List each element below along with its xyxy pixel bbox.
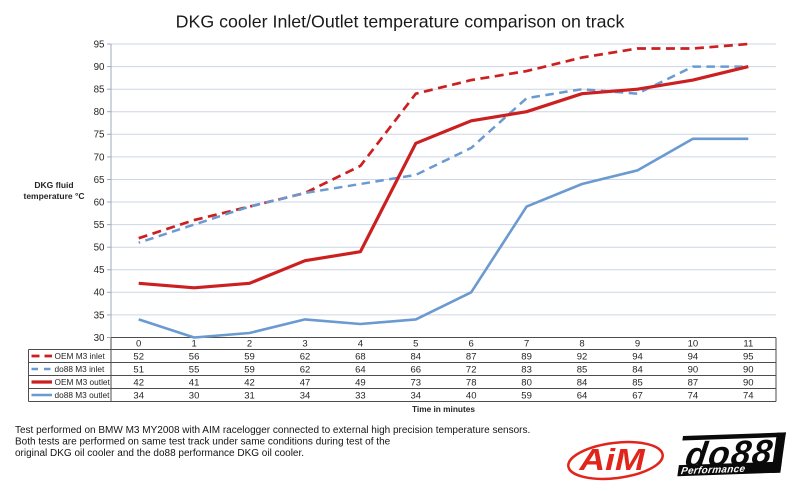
svg-text:34: 34 <box>411 390 422 401</box>
svg-text:67: 67 <box>632 390 643 401</box>
svg-text:66: 66 <box>411 364 422 375</box>
svg-text:80: 80 <box>94 107 105 118</box>
svg-text:84: 84 <box>411 351 422 362</box>
svg-text:33: 33 <box>355 390 366 401</box>
svg-text:59: 59 <box>521 390 532 401</box>
svg-text:42: 42 <box>133 377 144 388</box>
svg-text:87: 87 <box>466 351 477 362</box>
svg-text:74: 74 <box>688 390 699 401</box>
svg-text:85: 85 <box>632 377 643 388</box>
svg-text:DKG cooler Inlet/Outlet temper: DKG cooler Inlet/Outlet temperature comp… <box>176 12 625 32</box>
svg-text:90: 90 <box>688 364 699 375</box>
svg-text:90: 90 <box>743 364 754 375</box>
svg-text:78: 78 <box>466 377 477 388</box>
svg-text:9: 9 <box>635 338 640 349</box>
svg-text:84: 84 <box>632 364 643 375</box>
svg-text:52: 52 <box>133 351 144 362</box>
svg-text:2: 2 <box>247 338 252 349</box>
svg-text:OEM M3 outlet: OEM M3 outlet <box>55 377 111 387</box>
svg-text:83: 83 <box>521 364 532 375</box>
svg-text:49: 49 <box>355 377 366 388</box>
svg-text:OEM M3 inlet: OEM M3 inlet <box>55 351 106 361</box>
svg-text:30: 30 <box>94 333 105 344</box>
svg-text:41: 41 <box>189 377 200 388</box>
svg-text:73: 73 <box>411 377 422 388</box>
svg-text:0: 0 <box>136 338 141 349</box>
svg-text:Both tests are performed on sa: Both tests are performed on same test tr… <box>15 437 391 448</box>
svg-text:90: 90 <box>94 62 105 73</box>
svg-text:5: 5 <box>413 338 418 349</box>
svg-text:55: 55 <box>189 364 200 375</box>
svg-text:do88 M3 inlet: do88 M3 inlet <box>55 364 106 374</box>
svg-text:AiM: AiM <box>578 443 646 477</box>
svg-text:temperature °C: temperature °C <box>23 191 84 201</box>
svg-text:59: 59 <box>244 351 255 362</box>
svg-text:50: 50 <box>94 243 105 254</box>
svg-text:40: 40 <box>94 288 105 299</box>
svg-text:34: 34 <box>300 390 311 401</box>
svg-text:85: 85 <box>577 364 588 375</box>
svg-text:84: 84 <box>577 377 588 388</box>
svg-text:31: 31 <box>244 390 255 401</box>
svg-text:95: 95 <box>94 39 105 50</box>
svg-text:89: 89 <box>521 351 532 362</box>
svg-text:95: 95 <box>743 351 754 362</box>
svg-text:30: 30 <box>189 390 200 401</box>
svg-text:do88 M3 outlet: do88 M3 outlet <box>55 390 111 400</box>
svg-text:4: 4 <box>358 338 363 349</box>
svg-text:35: 35 <box>94 310 105 321</box>
svg-text:72: 72 <box>466 364 477 375</box>
svg-text:59: 59 <box>244 364 255 375</box>
svg-text:do88: do88 <box>683 433 776 475</box>
svg-text:85: 85 <box>94 85 105 96</box>
svg-text:Time in minutes: Time in minutes <box>412 404 475 414</box>
svg-text:70: 70 <box>94 152 105 163</box>
svg-text:45: 45 <box>94 265 105 276</box>
svg-text:92: 92 <box>577 351 588 362</box>
svg-text:42: 42 <box>244 377 255 388</box>
svg-text:34: 34 <box>133 390 144 401</box>
svg-text:94: 94 <box>632 351 643 362</box>
svg-text:40: 40 <box>466 390 477 401</box>
svg-text:60: 60 <box>94 197 105 208</box>
svg-text:DKG fluid: DKG fluid <box>34 180 73 190</box>
svg-text:56: 56 <box>189 351 200 362</box>
svg-text:Test performed on BMW M3 MY200: Test performed on BMW M3 MY2008 with AIM… <box>15 425 530 436</box>
svg-text:90: 90 <box>743 377 754 388</box>
svg-text:51: 51 <box>133 364 144 375</box>
svg-text:75: 75 <box>94 130 105 141</box>
svg-text:68: 68 <box>355 351 366 362</box>
svg-text:64: 64 <box>355 364 366 375</box>
svg-text:8: 8 <box>579 338 584 349</box>
svg-text:1: 1 <box>191 338 196 349</box>
svg-text:64: 64 <box>577 390 588 401</box>
svg-text:80: 80 <box>521 377 532 388</box>
svg-text:Performance: Performance <box>680 464 746 477</box>
svg-text:3: 3 <box>302 338 307 349</box>
svg-text:10: 10 <box>688 338 699 349</box>
svg-text:62: 62 <box>300 364 311 375</box>
svg-text:47: 47 <box>300 377 311 388</box>
svg-text:7: 7 <box>524 338 529 349</box>
svg-text:65: 65 <box>94 175 105 186</box>
svg-text:94: 94 <box>688 351 699 362</box>
svg-text:6: 6 <box>469 338 474 349</box>
svg-text:55: 55 <box>94 220 105 231</box>
svg-text:original DKG oil cooler and th: original DKG oil cooler and the do88 per… <box>15 448 304 459</box>
svg-text:11: 11 <box>743 338 753 349</box>
svg-text:87: 87 <box>688 377 699 388</box>
svg-text:62: 62 <box>300 351 311 362</box>
svg-text:74: 74 <box>743 390 754 401</box>
